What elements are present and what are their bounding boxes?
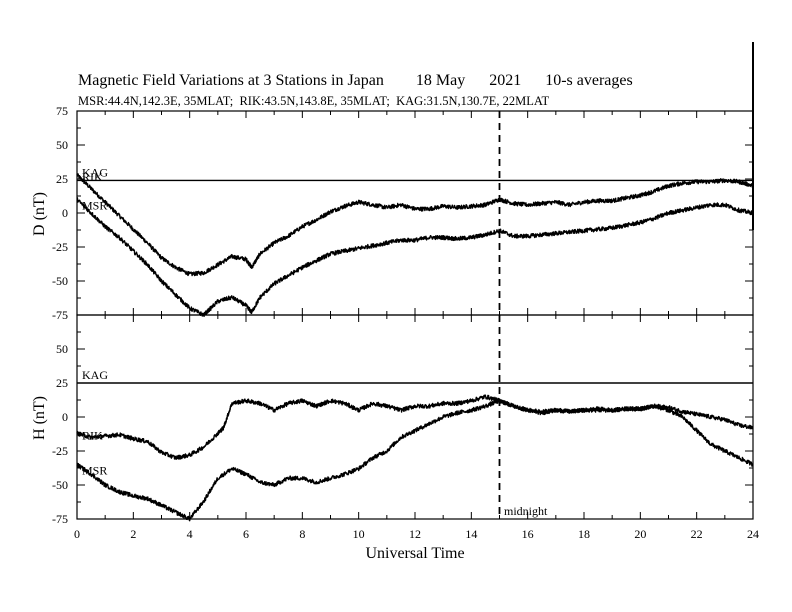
y-tick-label: 25 bbox=[56, 172, 68, 186]
y-tick-label: -25 bbox=[52, 444, 68, 458]
x-tick-label: 24 bbox=[747, 527, 759, 541]
x-tick-label: 4 bbox=[187, 527, 193, 541]
x-tick-label: 6 bbox=[243, 527, 249, 541]
series-label-rik: RIK bbox=[82, 428, 103, 442]
y-tick-label: -50 bbox=[52, 274, 68, 288]
y-tick-label: -75 bbox=[52, 512, 68, 526]
d-panel-ylabel: D (nT) bbox=[31, 192, 48, 236]
y-tick-label: -25 bbox=[52, 240, 68, 254]
series-line-msr bbox=[76, 398, 754, 522]
h-panel-ylabel: H (nT) bbox=[31, 396, 48, 440]
chart-subtitle: MSR:44.4N,142.3E, 35MLAT; RIK:43.5N,143.… bbox=[78, 94, 550, 108]
y-tick-label: -50 bbox=[52, 478, 68, 492]
d-panel-frame bbox=[76, 110, 754, 316]
x-tick-label: 18 bbox=[578, 527, 590, 541]
series-line-rik bbox=[76, 394, 754, 460]
midnight-annotation: midnight bbox=[504, 504, 548, 518]
x-tick-label: 14 bbox=[465, 527, 477, 541]
x-tick-label: 22 bbox=[691, 527, 703, 541]
y-tick-label: 50 bbox=[56, 138, 68, 152]
x-tick-label: 2 bbox=[130, 527, 136, 541]
series-label-rik: RIK bbox=[82, 170, 103, 184]
y-tick-label: 75 bbox=[56, 104, 68, 118]
x-tick-label: 0 bbox=[74, 527, 80, 541]
series-label-kag: KAG bbox=[82, 165, 108, 179]
x-tick-label: 12 bbox=[409, 527, 421, 541]
y-tick-label: 25 bbox=[56, 376, 68, 390]
series-label-msr: MSR bbox=[82, 198, 107, 212]
x-axis-label: Universal Time bbox=[365, 545, 464, 562]
y-tick-label: 0 bbox=[62, 206, 68, 220]
y-tick-label: -75 bbox=[52, 308, 68, 322]
x-tick-label: 10 bbox=[353, 527, 365, 541]
x-tick-label: 16 bbox=[522, 527, 534, 541]
chart-title: Magnetic Field Variations at 3 Stations … bbox=[78, 72, 633, 89]
series-label-kag: KAG bbox=[82, 368, 108, 382]
series-label-msr: MSR bbox=[82, 464, 107, 478]
series-line-msr bbox=[76, 197, 754, 317]
x-tick-label: 20 bbox=[634, 527, 646, 541]
h-panel-frame bbox=[76, 314, 754, 520]
series-line-rik bbox=[76, 173, 754, 277]
x-tick-label: 8 bbox=[299, 527, 305, 541]
y-tick-label: 0 bbox=[62, 410, 68, 424]
y-tick-label: 50 bbox=[56, 342, 68, 356]
